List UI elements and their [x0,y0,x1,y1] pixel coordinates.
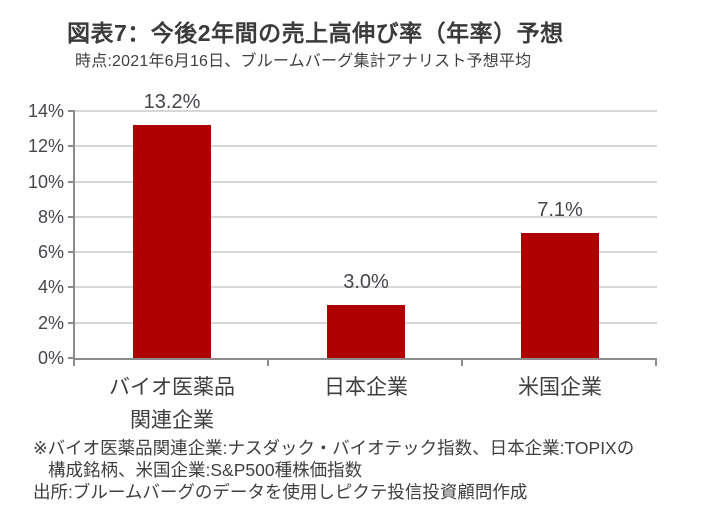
gridline-4pct [75,286,657,289]
x-axis-category-label-0: バイオ医薬品 関連企業 [109,376,235,432]
footnote-definitions-line1: ※バイオ医薬品関連企業:ナスダック・バイオテック指数、日本企業:TOPIXの [33,438,635,458]
y-axis-tick-12pct [68,145,75,148]
x-axis-tick-0 [73,358,75,366]
y-axis-label-2pct: 2% [37,312,64,333]
bar-value-label-0: 13.2% [143,91,201,114]
bar-2 [521,232,599,358]
y-axis-tick-14pct [68,110,75,112]
x-axis-line [73,358,657,360]
y-axis-label-4pct: 4% [37,277,64,298]
gridline-6pct [75,251,657,254]
y-axis-label-14pct: 14% [27,101,64,121]
y-axis-label-12pct: 12% [27,136,64,157]
bar-value-label-2: 7.1% [537,198,583,221]
y-axis-tick-10pct [68,180,75,183]
y-axis-line [73,111,75,360]
x-axis-category-label-1: 日本企業 [324,376,408,399]
y-axis-tick-6pct [68,251,75,254]
y-axis-label-8pct: 8% [37,206,64,227]
footnote-source: 出所:ブルームバーグのデータを使用しピクテ投信投資顧問作成 [33,482,528,502]
y-axis-tick-0pct [68,357,75,359]
y-axis-tick-2pct [68,321,75,324]
figure-subtitle: 時点:2021年6月16日、ブルームバーグ集計アナリスト予想平均 [75,53,532,70]
gridline-12pct [75,145,657,148]
figure-title: 図表7：今後2年間の売上高伸び率（年率）予想 [67,20,564,46]
x-axis-tick-2 [461,358,463,366]
footnotes: ※バイオ医薬品関連企業:ナスダック・バイオテック指数、日本企業:TOPIXの 構… [33,437,634,503]
gridline-8pct [75,215,657,218]
x-axis-tick-1 [267,358,269,366]
y-axis-tick-8pct [68,215,75,218]
bar-value-label-1: 3.0% [343,271,389,294]
footnote-definitions-line2: 構成銘柄、米国企業:S&P500種株価指数 [48,460,363,480]
bar-0 [133,125,211,358]
y-axis-label-10pct: 10% [27,171,64,192]
x-axis-category-label-2: 米国企業 [518,376,602,399]
y-axis-label-6pct: 6% [37,242,64,263]
x-axis-tick-3 [655,358,657,366]
y-axis-label-0pct: 0% [37,348,64,368]
gridline-14pct [75,110,657,112]
bar-1 [327,305,405,358]
y-axis-tick-4pct [68,286,75,289]
gridline-10pct [75,180,657,183]
